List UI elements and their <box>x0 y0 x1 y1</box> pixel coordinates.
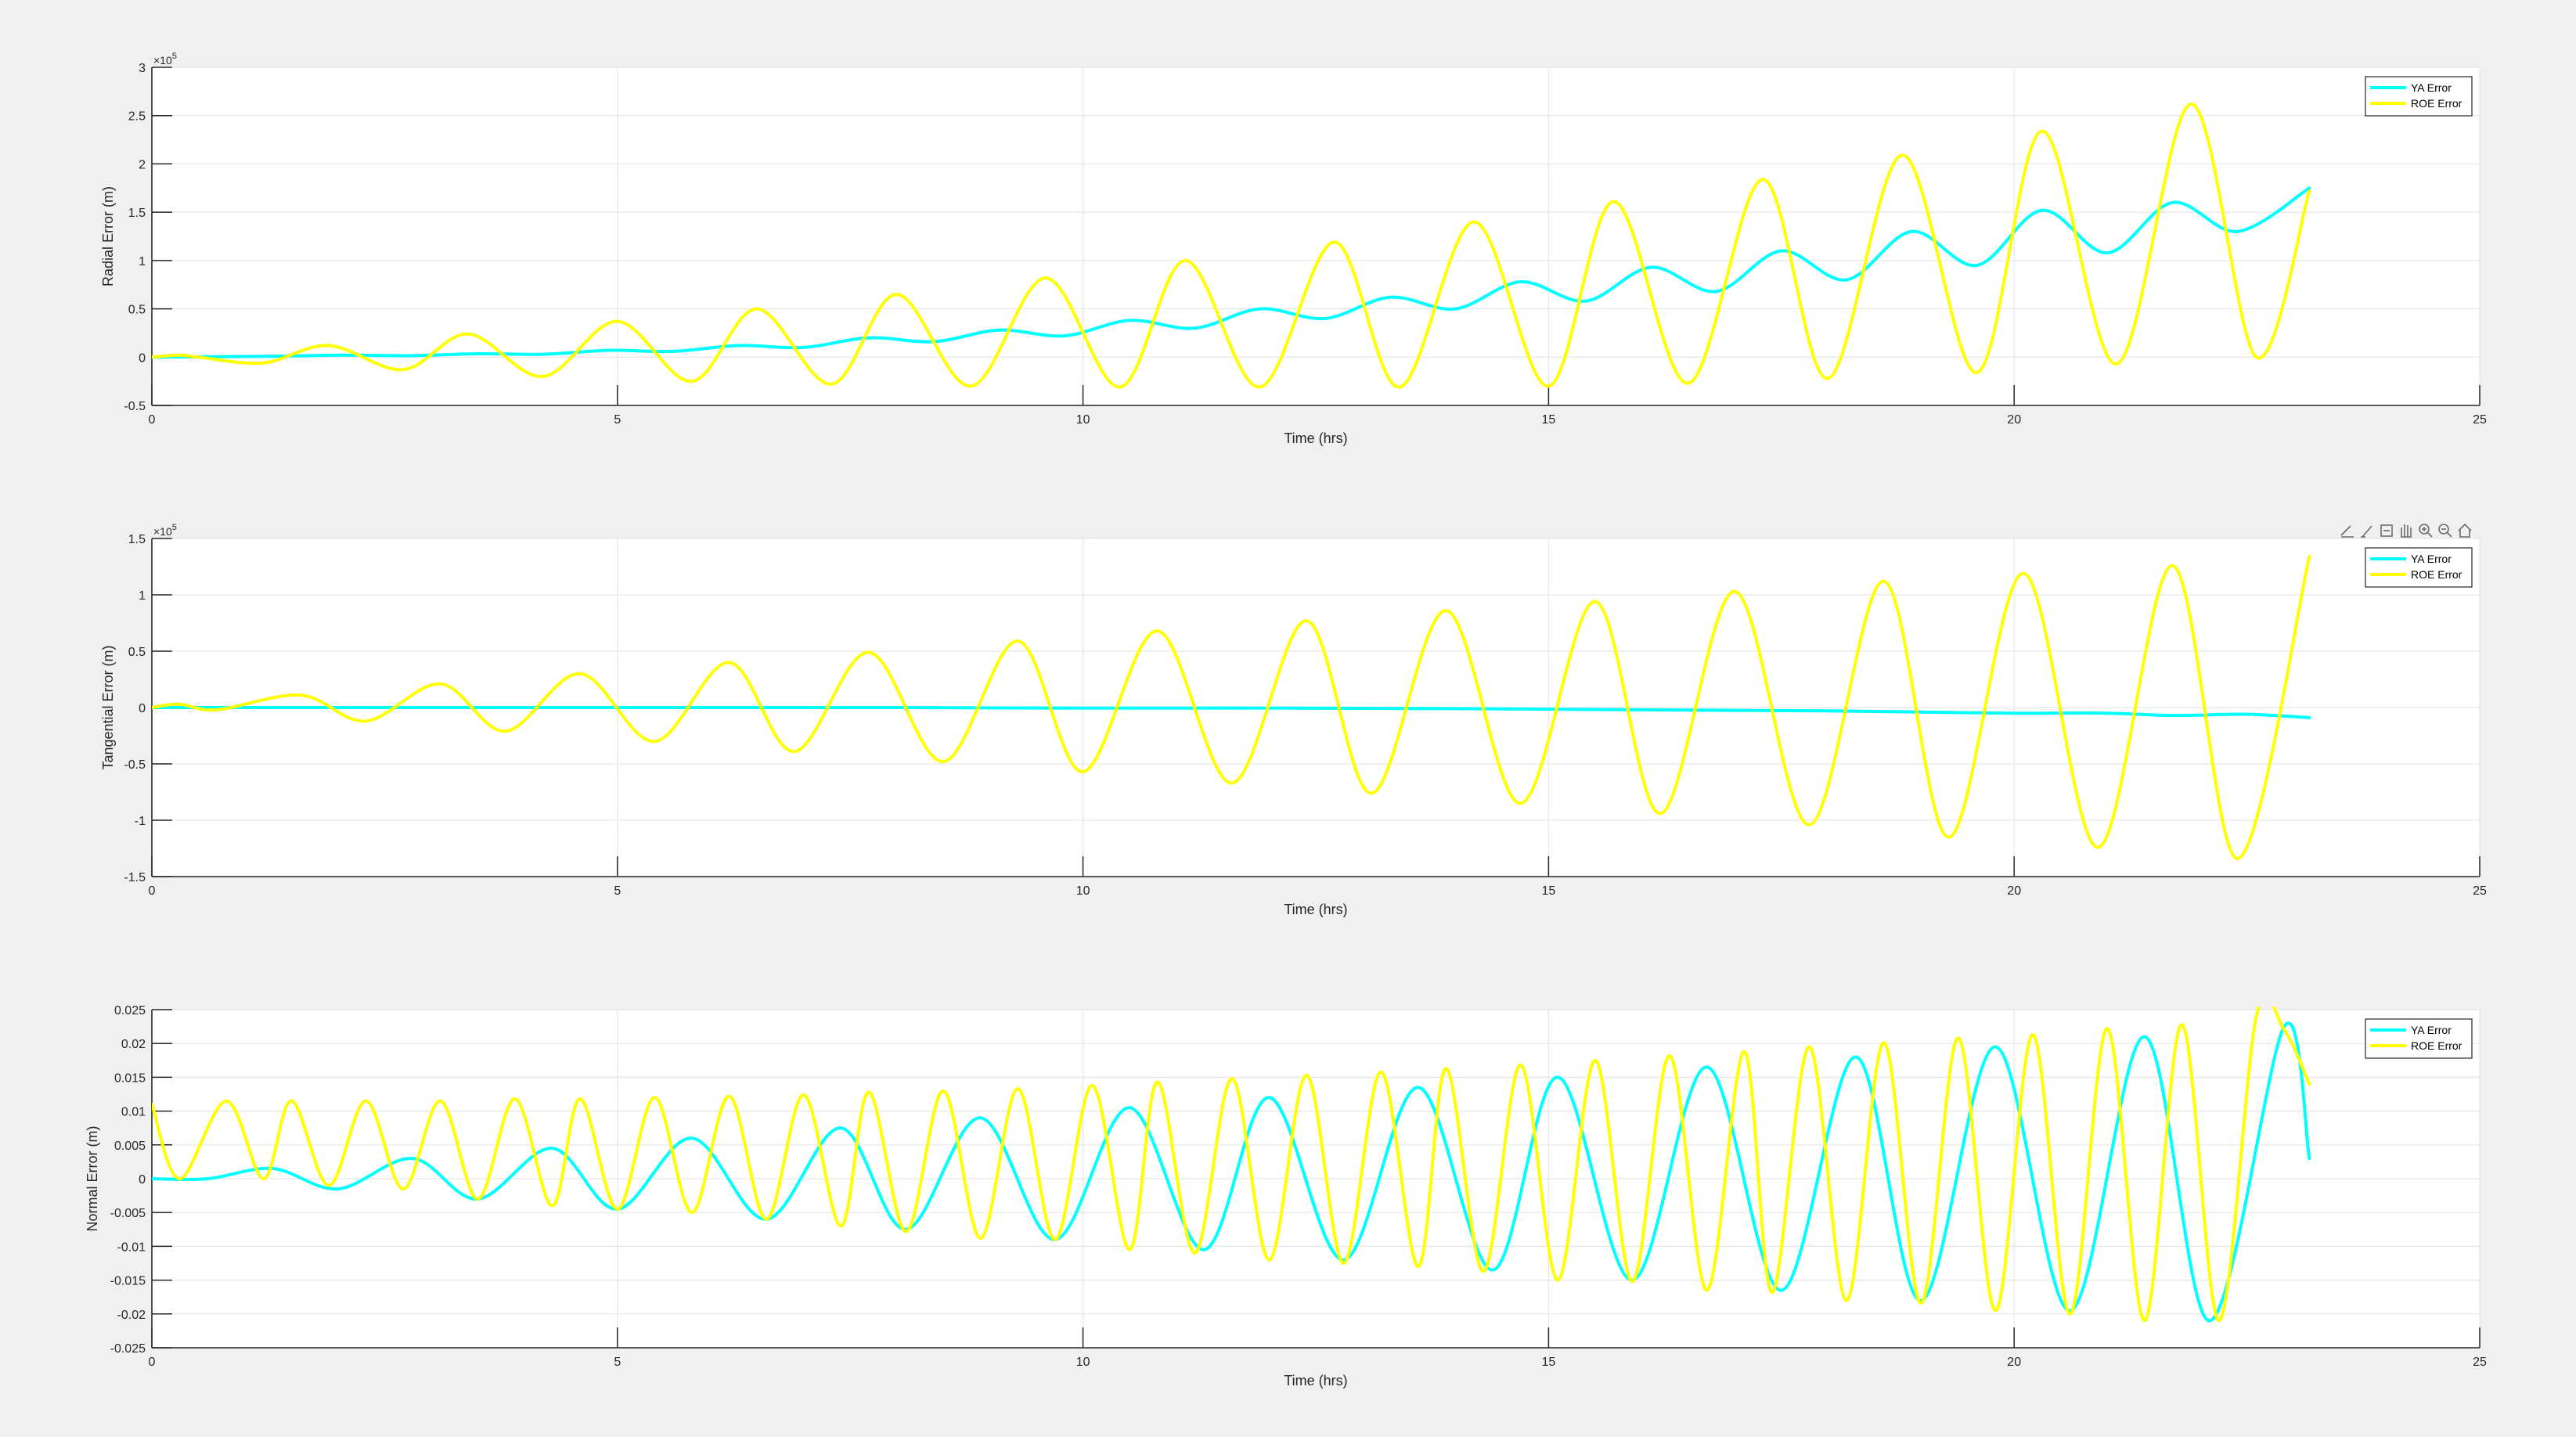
brush-icon[interactable] <box>2359 523 2375 538</box>
y-tick-label: 1.5 <box>128 533 146 546</box>
y-tick-label: 0 <box>139 1173 146 1187</box>
y-tick-label: -0.015 <box>110 1275 146 1288</box>
legend-entry-label: YA Error <box>2411 81 2452 94</box>
x-tick-label: 15 <box>1542 1356 1556 1369</box>
y-tick-label: 0.015 <box>114 1071 146 1085</box>
legend[interactable]: YA Error ROE Error <box>2365 76 2473 117</box>
y-tick-label: 0.025 <box>114 1004 146 1017</box>
y-tick-label: -0.5 <box>124 400 146 413</box>
zoom-in-icon[interactable] <box>2418 523 2434 538</box>
legend-entry-label: ROE Error <box>2411 568 2463 581</box>
y-exponent-label: ×105 <box>153 52 177 67</box>
y-tick-label: 2.5 <box>128 110 146 124</box>
zoom-out-icon[interactable] <box>2437 523 2453 538</box>
x-tick-label: 10 <box>1076 413 1090 427</box>
y-tick-label: 0 <box>139 351 146 365</box>
series-line-ya-error[interactable] <box>152 1021 2311 1323</box>
y-exponent-label: ×105 <box>153 523 177 538</box>
x-tick-label: 25 <box>2473 413 2487 427</box>
x-tick-label: 0 <box>149 413 156 427</box>
x-axis-label: Time (hrs) <box>1284 902 1347 917</box>
axes-toolbar[interactable] <box>2340 523 2473 538</box>
y-tick-label: 3 <box>139 62 146 75</box>
legend[interactable]: YA Error ROE Error <box>2365 1018 2473 1059</box>
y-axis-label: Normal Error (m) <box>85 1126 100 1232</box>
x-tick-label: 20 <box>2007 884 2021 898</box>
x-tick-label: 0 <box>149 884 156 898</box>
x-tick-label: 15 <box>1542 413 1556 427</box>
x-tick-label: 5 <box>614 413 621 427</box>
export-icon[interactable] <box>2340 523 2355 538</box>
y-tick-label: 1 <box>139 255 146 268</box>
y-tick-label: 1 <box>139 589 146 603</box>
x-tick-label: 25 <box>2473 884 2487 898</box>
y-tick-label: -1.5 <box>124 871 146 884</box>
x-tick-label: 5 <box>614 884 621 898</box>
legend-box[interactable] <box>2365 547 2473 588</box>
y-tick-label: 0.01 <box>121 1106 146 1119</box>
legend-entry-label: ROE Error <box>2411 1039 2463 1052</box>
y-exponent-power: 5 <box>172 523 177 532</box>
x-tick-label: 25 <box>2473 1356 2487 1369</box>
y-tick-label: -0.02 <box>117 1309 146 1322</box>
y-tick-label: -0.5 <box>124 758 146 772</box>
legend-entry-label: YA Error <box>2411 1024 2452 1036</box>
legend[interactable]: YA Error ROE Error <box>2365 547 2473 588</box>
home-icon[interactable] <box>2457 523 2473 538</box>
y-tick-label: 0.005 <box>114 1140 146 1153</box>
x-axis-label: Time (hrs) <box>1284 430 1347 446</box>
series-line-roe-error[interactable] <box>152 102 2311 389</box>
y-tick-label: 0 <box>139 702 146 715</box>
series-line-roe-error[interactable] <box>152 996 2311 1323</box>
y-tick-label: 0.5 <box>128 646 146 659</box>
x-tick-label: 20 <box>2007 413 2021 427</box>
x-tick-label: 20 <box>2007 1356 2021 1369</box>
y-tick-label: -0.025 <box>110 1342 146 1356</box>
y-exponent-base: ×10 <box>153 525 172 538</box>
pan-icon[interactable] <box>2398 523 2414 538</box>
legend-box[interactable] <box>2365 76 2473 117</box>
y-tick-label: -0.01 <box>117 1241 146 1254</box>
y-axis-label: Radial Error (m) <box>100 186 116 286</box>
x-tick-label: 5 <box>614 1356 621 1369</box>
y-tick-label: 0.5 <box>128 304 146 317</box>
y-tick-label: -0.005 <box>110 1207 146 1220</box>
y-tick-label: -1 <box>135 815 146 828</box>
subplot-3[interactable]: 0 5 10 15 20 25 -0.025 -0.02 -0.015 -0.01 -0.005 0 0… <box>85 996 2487 1388</box>
x-tick-label: 10 <box>1076 1356 1090 1369</box>
axes-background[interactable] <box>152 67 2480 405</box>
x-tick-label: 0 <box>149 1356 156 1369</box>
y-tick-label: 2 <box>139 158 146 171</box>
y-tick-label: 1.5 <box>128 207 146 220</box>
legend-entry-label: ROE Error <box>2411 97 2463 110</box>
series-line-roe-error[interactable] <box>152 555 2311 861</box>
y-axis-label: Tangential Error (m) <box>100 645 116 769</box>
y-tick-label: 0.02 <box>121 1038 146 1051</box>
x-tick-label: 15 <box>1542 884 1556 898</box>
series-line-ya-error[interactable] <box>152 705 2311 719</box>
legend-entry-label: YA Error <box>2411 553 2452 565</box>
x-tick-label: 10 <box>1076 884 1090 898</box>
legend-box[interactable] <box>2365 1018 2473 1059</box>
series-line-ya-error[interactable] <box>152 186 2311 359</box>
y-exponent-power: 5 <box>172 52 177 61</box>
datatip-icon[interactable] <box>2379 523 2394 538</box>
y-exponent-base: ×10 <box>153 54 172 67</box>
x-axis-label: Time (hrs) <box>1284 1373 1347 1388</box>
